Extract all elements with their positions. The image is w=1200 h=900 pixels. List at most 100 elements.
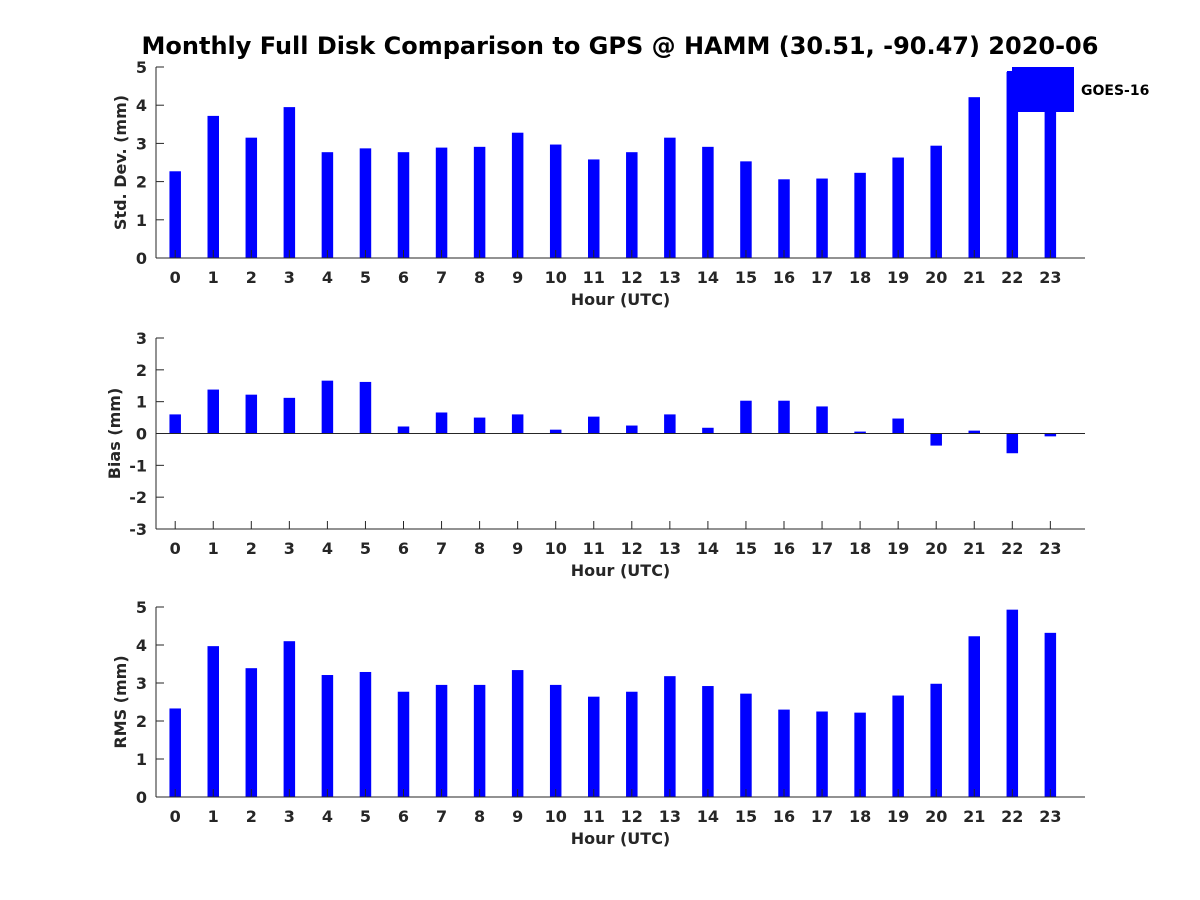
- bias-bar-20: [930, 433, 942, 446]
- chart-title: Monthly Full Disk Comparison to GPS @ HA…: [142, 32, 1099, 60]
- rms-y-tick-label: 0: [136, 788, 147, 807]
- legend: GOES-16: [1007, 67, 1149, 112]
- std-dev-bar-16: [778, 179, 790, 258]
- rms-bar-8: [473, 684, 486, 797]
- rms-bar-6: [397, 691, 410, 797]
- bias-x-tick-label: 13: [659, 539, 681, 558]
- std-dev-bar-21: [968, 97, 980, 258]
- std-dev-bar-1: [207, 115, 219, 259]
- std-dev-x-tick-label: 21: [963, 268, 985, 287]
- bias-x-tick-label: 6: [398, 539, 409, 558]
- bias-bar-15: [740, 400, 752, 434]
- std-dev-x-tick-label: 15: [735, 268, 757, 287]
- std-dev-x-tick-label: 3: [284, 268, 295, 287]
- rms-x-tick-label: 8: [474, 807, 485, 826]
- rms-x-tick-label: 1: [208, 807, 219, 826]
- rms-x-tick-label: 2: [246, 807, 257, 826]
- std-dev-y-tick-label: 1: [136, 211, 147, 230]
- rms-bar-20: [930, 683, 942, 797]
- rms-x-tick-label: 20: [925, 807, 947, 826]
- bias-x-tick-label: 11: [583, 539, 605, 558]
- rms-x-tick-label: 18: [849, 807, 871, 826]
- bias-bar-0: [169, 414, 181, 434]
- rms-x-tick-label: 4: [322, 807, 333, 826]
- rms-bar-4: [321, 675, 334, 797]
- std-dev-bar-23: [1044, 96, 1057, 258]
- std-dev-y-tick-label: 4: [136, 96, 147, 115]
- std-dev-y-tick-label: 0: [136, 249, 147, 268]
- std-dev-y-tick-label: 5: [136, 58, 147, 77]
- rms-y-tick-label: 5: [136, 598, 147, 617]
- bias-bar-7: [435, 412, 448, 434]
- std-dev-bar-9: [511, 132, 524, 258]
- std-dev-x-tick-label: 16: [773, 268, 795, 287]
- rms-x-tick-label: 9: [512, 807, 523, 826]
- rms-x-tick-label: 15: [735, 807, 757, 826]
- std-dev-x-tick-label: 19: [887, 268, 909, 287]
- std-dev-x-tick-label: 7: [436, 268, 447, 287]
- rms-x-axis-label: Hour (UTC): [571, 829, 671, 848]
- std-dev-x-axis-label: Hour (UTC): [571, 290, 671, 309]
- std-dev-x-tick-label: 12: [621, 268, 643, 287]
- std-dev-x-tick-label: 17: [811, 268, 833, 287]
- bias-bar-10: [549, 429, 562, 434]
- std-dev-bar-18: [854, 172, 866, 258]
- rms-bar-11: [588, 696, 600, 797]
- rms-bar-19: [892, 695, 904, 797]
- bias-bar-11: [588, 416, 600, 434]
- rms-y-tick-label: 4: [136, 636, 147, 655]
- bias-bar-22: [1006, 433, 1019, 454]
- bias-bar-6: [397, 426, 410, 434]
- rms-bar-15: [740, 693, 752, 797]
- rms-bar-3: [283, 641, 296, 797]
- bias-x-tick-label: 18: [849, 539, 871, 558]
- std-dev-bar-22: [1006, 71, 1019, 258]
- bias-x-tick-label: 4: [322, 539, 333, 558]
- rms-bar-17: [816, 711, 828, 797]
- rms-bar-21: [968, 636, 980, 797]
- std-dev-x-tick-label: 4: [322, 268, 333, 287]
- bias-x-tick-label: 0: [170, 539, 181, 558]
- rms-x-tick-label: 19: [887, 807, 909, 826]
- std-dev-x-tick-label: 13: [659, 268, 681, 287]
- std-dev-x-tick-label: 9: [512, 268, 523, 287]
- bias-bar-2: [245, 394, 258, 434]
- bias-y-tick-label: -3: [129, 520, 147, 539]
- bias-x-tick-label: 15: [735, 539, 757, 558]
- bias-bar-5: [359, 381, 372, 434]
- std-dev-x-tick-label: 0: [170, 268, 181, 287]
- std-dev-bar-3: [283, 107, 296, 258]
- std-dev-bar-8: [473, 146, 486, 258]
- bias-x-tick-label: 22: [1001, 539, 1023, 558]
- rms-bar-18: [854, 712, 866, 797]
- bias-y-tick-label: 0: [136, 425, 147, 444]
- rms-bar-22: [1006, 609, 1019, 797]
- bias-x-axis-label: Hour (UTC): [571, 561, 671, 580]
- rms-bar-2: [245, 668, 258, 797]
- bias-x-tick-label: 5: [360, 539, 371, 558]
- rms-bar-13: [664, 676, 676, 797]
- std-dev-bar-19: [892, 157, 904, 258]
- bias-bar-3: [283, 397, 296, 434]
- bias-y-tick-label: 2: [136, 361, 147, 380]
- rms-x-tick-label: 13: [659, 807, 681, 826]
- std-dev-x-tick-label: 1: [208, 268, 219, 287]
- std-dev-bar-5: [359, 148, 372, 258]
- bias-bar-17: [816, 406, 828, 434]
- std-dev-bar-15: [740, 161, 752, 258]
- rms-bar-5: [359, 671, 372, 797]
- bias-x-tick-label: 16: [773, 539, 795, 558]
- std-dev-bar-11: [588, 159, 600, 258]
- bias-x-tick-label: 14: [697, 539, 719, 558]
- std-dev-x-tick-label: 23: [1039, 268, 1061, 287]
- bias-y-tick-label: 3: [136, 329, 147, 348]
- bias-bar-23: [1044, 433, 1057, 437]
- std-dev-bar-13: [664, 137, 676, 258]
- legend-label: GOES-16: [1081, 83, 1149, 99]
- std-dev-x-tick-label: 20: [925, 268, 947, 287]
- rms-x-tick-label: 3: [284, 807, 295, 826]
- std-dev-bar-14: [702, 146, 714, 258]
- bias-y-tick-label: -1: [129, 456, 147, 475]
- std-dev-bar-6: [397, 152, 410, 258]
- std-dev-x-tick-label: 2: [246, 268, 257, 287]
